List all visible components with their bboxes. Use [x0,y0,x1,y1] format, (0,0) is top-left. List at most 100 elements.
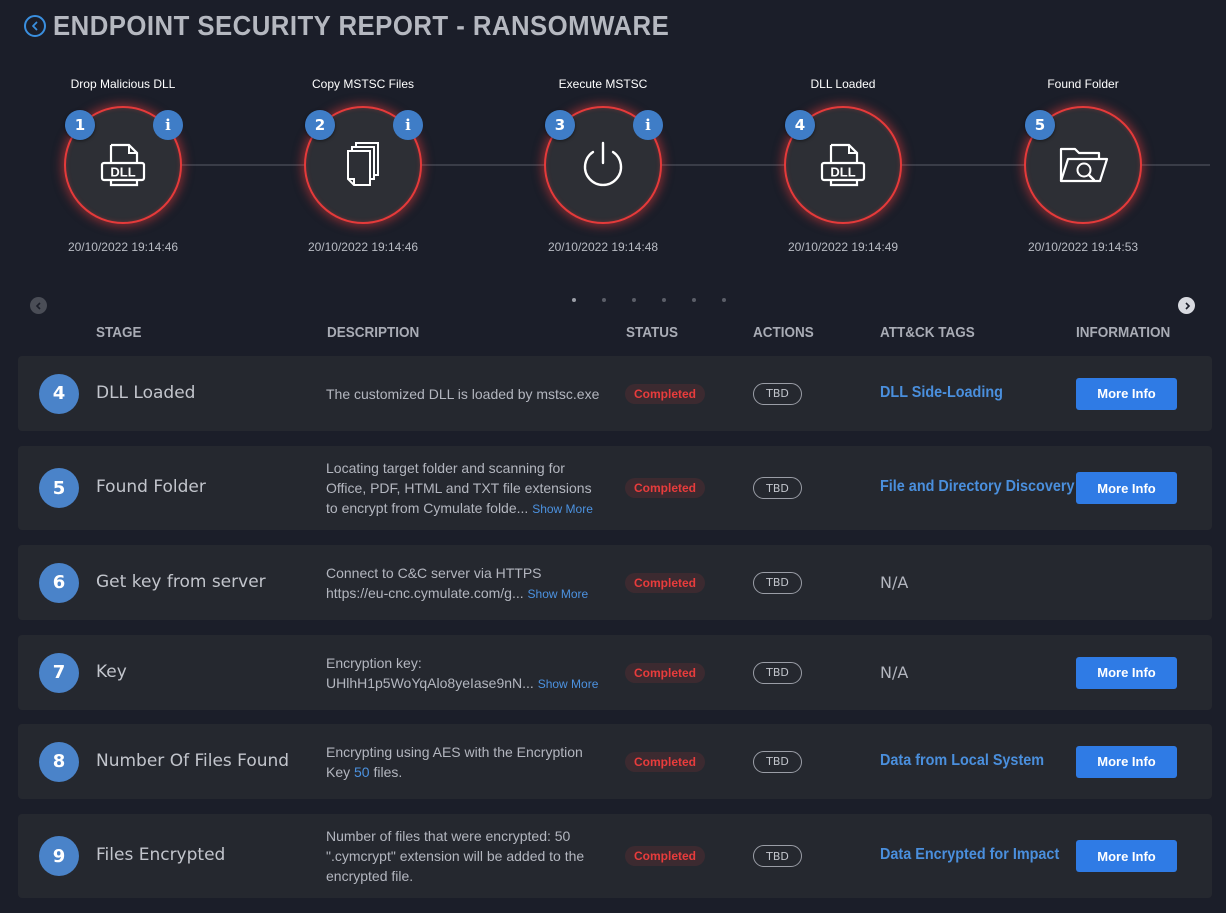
show-more-link[interactable]: Show More [537,676,599,691]
timeline-step: Found Folder 5 20/10/2022 19:14:53 [983,70,1183,254]
description-line: Number of files that were encrypted: 50 [326,826,626,846]
attack-timeline: Drop Malicious DLL DLL 1 i 20/10/2022 19… [0,70,1226,270]
dll-file-icon: DLL [93,135,153,195]
description-text: Number of files that were encrypted: 50 [326,828,571,844]
chevron-left-icon [32,21,38,31]
description-text: https://eu-cnc.cymulate.com/g... [326,584,524,601]
carousel-dot[interactable] [722,298,726,302]
status-badge: Completed [625,846,705,866]
info-icon[interactable]: i [633,110,663,140]
step-node[interactable] [544,106,662,224]
table-row: 4 DLL Loaded The customized DLL is loade… [18,356,1212,431]
carousel-dot[interactable] [632,298,636,302]
description-line: Encryption key: [326,653,626,673]
attck-tag-link[interactable]: Data from Local System [880,751,1045,769]
more-info-button[interactable]: More Info [1076,840,1177,872]
action-tbd-button[interactable]: TBD [753,750,802,773]
more-info-button[interactable]: More Info [1076,656,1177,689]
step-label: Drop Malicious DLL [70,77,176,91]
folder-search-icon [1053,135,1113,195]
stage-name: Key [96,661,127,682]
description-line: The customized DLL is loaded by mstsc.ex… [326,384,626,404]
action-tbd-button[interactable]: TBD [753,845,802,867]
stage-description: Encrypting using AES with the Encryption… [326,742,626,782]
description-text: Encrypting using AES with the Encryption [326,743,583,760]
action-tbd-button[interactable]: TBD [753,571,802,594]
show-more-link[interactable]: Show More [527,586,589,601]
attck-tag-na: N/A [880,662,909,682]
step-timestamp: 20/10/2022 19:14:46 [307,240,419,254]
description-text: Connect to C&C server via HTTPS [326,564,542,581]
table-row: 8 Number Of Files Found Encrypting using… [18,724,1212,799]
stage-name: DLL Loaded [96,382,196,403]
file-count-value: 50 [354,763,370,780]
attck-tag-link[interactable]: DLL Side-Loading [880,383,1003,401]
step-number-badge: 3 [545,110,575,140]
timeline-step: Copy MSTSC Files 2 i 20/10/2022 19:14:46 [263,70,463,254]
description-text: The customized DLL is loaded by mstsc.ex… [326,385,600,402]
status-badge: Completed [625,662,705,683]
description-line: Connect to C&C server via HTTPS [326,563,626,583]
page-title: ENDPOINT SECURITY REPORT - RANSOMWARE [53,10,670,41]
step-number-badge: 4 [785,110,815,140]
action-tbd-button[interactable]: TBD [753,382,802,405]
attck-tag-na: N/A [880,572,909,592]
more-info-button[interactable]: More Info [1076,377,1177,410]
more-info-button[interactable]: More Info [1076,472,1177,504]
carousel-dot[interactable] [662,298,666,302]
step-label: Found Folder [1047,77,1119,91]
carousel-dot[interactable] [602,298,606,302]
status-badge: Completed [625,383,705,404]
action-tbd-button[interactable]: TBD [753,477,802,499]
page-header: ENDPOINT SECURITY REPORT - RANSOMWARE [24,10,723,42]
column-header-attck-tags: ATT&CK TAGS [880,324,975,341]
attck-tag-link[interactable]: Data Encrypted for Impact [880,846,1060,863]
step-number-badge: 2 [305,110,335,140]
more-info-button[interactable]: More Info [1076,745,1177,778]
table-row: 7 Key Encryption key: UHlhH1p5WoYqAlo8yeI… [18,635,1212,710]
table-row: 9 Files Encrypted Number of files that w… [18,814,1212,898]
carousel-pagination [572,298,726,302]
stage-description: The customized DLL is loaded by mstsc.ex… [326,384,626,404]
action-tbd-button[interactable]: TBD [753,661,802,684]
step-label: DLL Loaded [810,77,876,91]
description-text: files. [369,763,403,780]
stage-name: Number Of Files Found [96,750,290,771]
stage-description: Locating target folder and scanning for O… [326,458,626,519]
column-header-description: DESCRIPTION [327,324,420,341]
description-text: Office, PDF, HTML and TXT file extension… [326,480,592,496]
svg-text:DLL: DLL [110,165,135,180]
status-badge: Completed [625,478,705,498]
stage-number-badge: 5 [39,468,79,508]
carousel-next-button[interactable] [1178,297,1195,314]
show-more-link[interactable]: Show More [532,502,593,516]
info-icon[interactable]: i [393,110,423,140]
carousel-prev-button[interactable] [30,297,47,314]
column-header-information: INFORMATION [1076,324,1171,341]
carousel-dot[interactable] [692,298,696,302]
description-text: UHlhH1p5WoYqAlo8yeIase9nN... [326,674,534,691]
status-badge: Completed [625,751,705,772]
stage-number-badge: 7 [39,652,79,693]
column-header-stage: STAGE [96,324,142,341]
stage-description: Encryption key: UHlhH1p5WoYqAlo8yeIase9nN… [326,653,626,694]
table-row: 5 Found Folder Locating target folder an… [18,446,1212,530]
description-text: to encrypt from Cymulate folde... [326,500,529,516]
description-line: Encrypting using AES with the Encryption [326,742,626,762]
timeline-connector [123,164,1210,166]
carousel-dot[interactable] [572,298,576,302]
table-header: STAGE DESCRIPTION STATUS ACTIONS ATT&CK … [0,324,1226,344]
table-row: 6 Get key from server Connect to C&C ser… [18,545,1212,620]
timeline-step: Execute MSTSC 3 i 20/10/2022 19:14:48 [503,70,703,254]
stage-number-badge: 8 [39,741,79,782]
stage-description: Number of files that were encrypted: 50 "… [326,826,626,886]
back-button[interactable] [24,15,46,37]
attck-tag-link[interactable]: File and Directory Discovery [880,478,1075,495]
step-timestamp: 20/10/2022 19:14:48 [547,240,659,254]
chevron-right-icon [1184,301,1190,310]
description-text: Key [326,763,355,780]
timeline-step: DLL Loaded DLL 4 20/10/2022 19:14:49 [743,70,943,254]
column-header-actions: ACTIONS [753,324,814,341]
info-icon[interactable]: i [153,110,183,140]
copy-files-icon [333,135,393,195]
